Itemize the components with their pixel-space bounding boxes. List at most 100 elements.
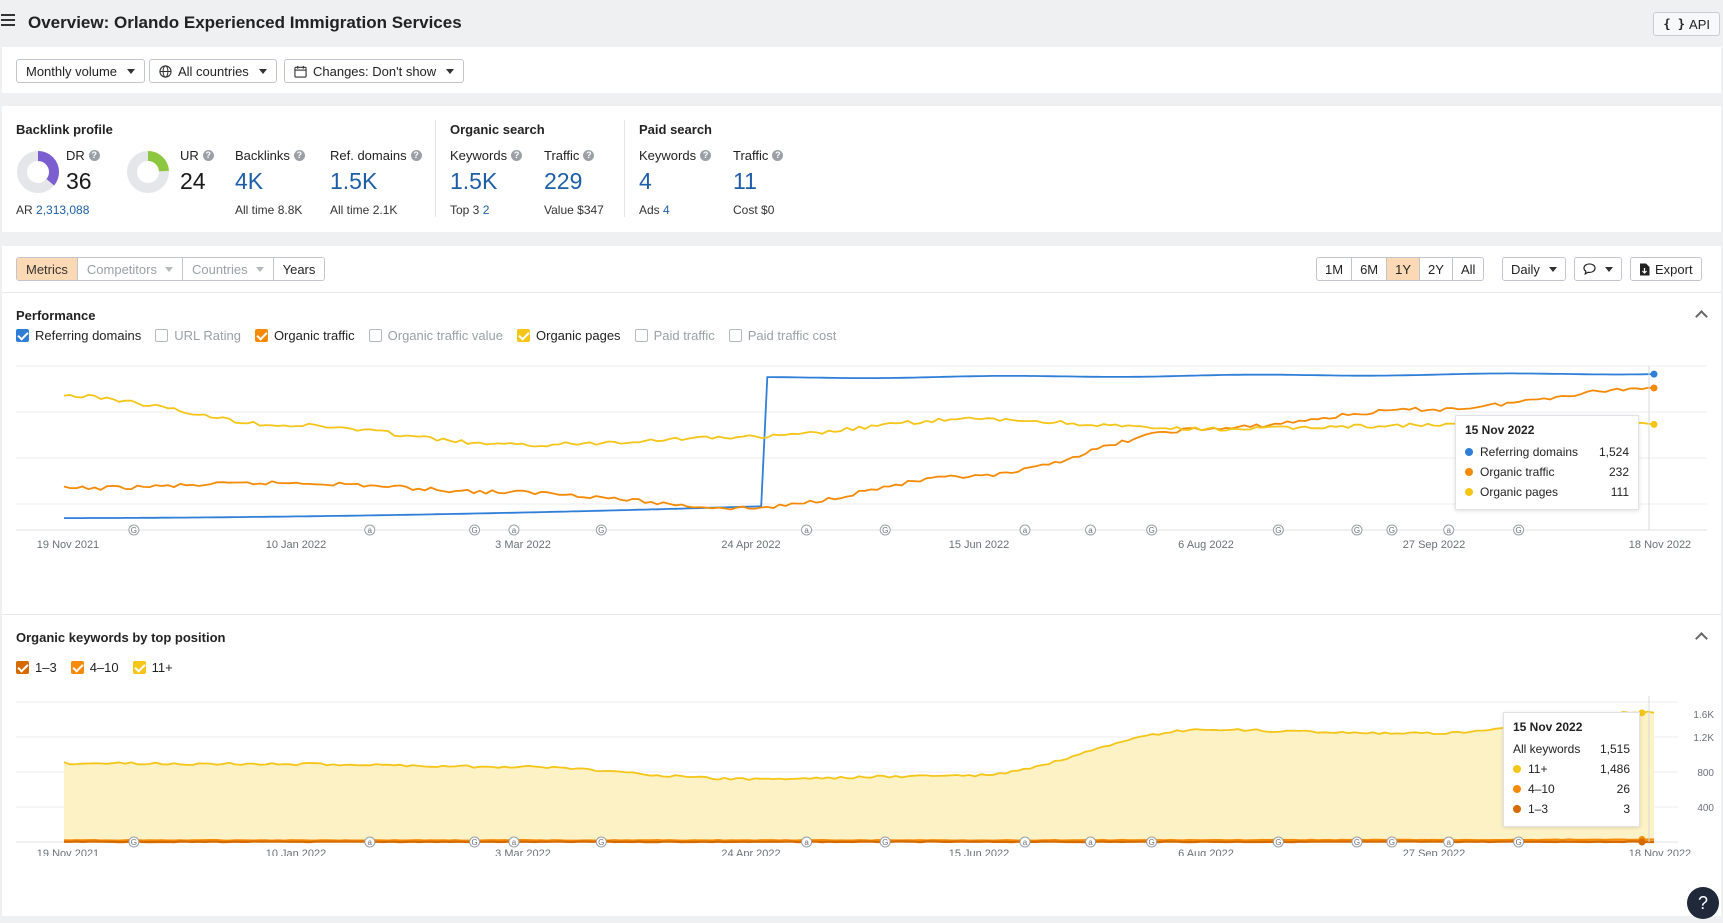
checkbox[interactable] (368, 329, 382, 342)
checkbox[interactable] (16, 661, 29, 674)
checkbox[interactable] (70, 661, 84, 674)
help-icon[interactable]: ? (772, 150, 784, 161)
divider (435, 120, 436, 217)
help-icon[interactable]: ? (511, 150, 523, 161)
event-marker (801, 524, 813, 536)
collapse-chevron-icon[interactable] (1695, 310, 1708, 323)
tab-metrics[interactable]: Metrics (17, 258, 78, 280)
event-marker-label: a (1088, 526, 1093, 535)
tooltip-date: 15 Nov 2022 (1513, 720, 1583, 734)
tab-countries[interactable]: Countries (182, 258, 274, 280)
event-marker-label: G (1354, 526, 1360, 535)
view-tabs: Metrics Competitors Countries Years (16, 257, 326, 281)
ar-value-link[interactable]: 2,313,088 (36, 203, 90, 217)
legend-label: URL Rating (174, 328, 241, 343)
help-button[interactable]: ? (1687, 887, 1719, 919)
range-1y[interactable]: 1Y (1387, 258, 1421, 280)
org-traffic-value[interactable]: 229 (544, 168, 583, 194)
tab-years[interactable]: Years (273, 258, 325, 280)
volume-dropdown[interactable]: Monthly volume (16, 59, 146, 83)
dr-label: DR (66, 148, 85, 163)
x-tick-label: 19 Nov 2021 (37, 539, 99, 551)
countries-label: All countries (178, 63, 249, 79)
checkbox[interactable] (634, 329, 648, 342)
countries-dropdown[interactable]: All countries (149, 59, 277, 83)
legend-referring-domains[interactable]: Referring domains (16, 328, 141, 343)
event-marker (469, 524, 481, 536)
event-marker (1019, 836, 1031, 848)
menu-icon[interactable] (1, 14, 15, 28)
range-all[interactable]: All (1460, 261, 1476, 277)
series-line (63, 393, 1655, 448)
help-icon[interactable]: ? (583, 150, 595, 161)
ref-domains-value[interactable]: 1.5K (330, 168, 378, 194)
changes-dropdown[interactable]: Changes: Don't show (284, 59, 465, 83)
checkbox[interactable] (132, 661, 146, 674)
x-tick-label: 6 Aug 2022 (1178, 848, 1234, 856)
series-dot (1513, 765, 1521, 773)
ads-value-link[interactable]: 4 (663, 203, 670, 217)
legend-pos-4-10[interactable]: 4–10 (70, 660, 119, 675)
checkbox[interactable] (254, 329, 268, 342)
event-marker (879, 836, 891, 848)
x-tick-label: 24 Apr 2022 (721, 539, 780, 551)
export-button[interactable]: Export (1630, 257, 1702, 281)
annotations-dropdown[interactable] (1574, 257, 1622, 281)
legend-organic-pages[interactable]: Organic pages (517, 328, 621, 343)
checkbox[interactable] (517, 329, 530, 342)
top3-label: Top 3 (450, 203, 480, 217)
event-marker-label: G (1389, 526, 1395, 535)
paid-traffic-value[interactable]: 11 (733, 168, 757, 194)
event-marker-label: a (804, 526, 809, 535)
series-end-point (1638, 838, 1646, 846)
ref-domains-sub-label: All time (330, 203, 370, 217)
tab-competitors[interactable]: Competitors (77, 258, 183, 280)
paid-keywords-label: Keywords (639, 148, 697, 163)
tooltip-row: All keywords 1,515 (1513, 739, 1630, 759)
volume-label: Monthly volume (26, 63, 118, 79)
help-icon[interactable]: ? (410, 150, 422, 161)
braces-icon: { } (1663, 17, 1686, 31)
legend-pos-1-3[interactable]: 1–3 (16, 660, 57, 675)
event-marker (1146, 524, 1158, 536)
range-2y[interactable]: 2Y (1420, 258, 1453, 280)
legend-paid-traffic[interactable]: Paid traffic (634, 328, 715, 343)
event-marker-label: a (368, 526, 373, 535)
api-label: API (1689, 16, 1710, 32)
x-tick-label: 18 Nov 2022 (1629, 539, 1691, 551)
event-marker (1085, 524, 1097, 536)
help-icon[interactable]: ? (293, 150, 305, 161)
checkbox[interactable] (16, 329, 29, 342)
top3-value-link[interactable]: 2 (482, 203, 490, 217)
legend-organic-traffic[interactable]: Organic traffic (254, 328, 355, 343)
checkbox[interactable] (728, 329, 742, 342)
legend-organic-traffic-value[interactable]: Organic traffic value (368, 328, 503, 343)
legend-paid-traffic-cost[interactable]: Paid traffic cost (728, 328, 836, 343)
interval-dropdown[interactable]: Daily (1502, 257, 1566, 281)
backlinks-label-wrap: Backlinks? (235, 148, 305, 163)
help-icon[interactable]: ? (88, 150, 100, 161)
api-button[interactable]: { } API (1653, 12, 1720, 36)
range-selector: 1M 6M 1Y 2Y All (1316, 257, 1485, 281)
dr-value: 36 (66, 168, 92, 194)
range-1m[interactable]: 1M (1317, 258, 1353, 280)
legend-url-rating[interactable]: URL Rating (155, 328, 241, 343)
help-icon[interactable]: ? (700, 150, 712, 161)
paid-keywords-value[interactable]: 4 (639, 168, 652, 194)
collapse-chevron-icon[interactable] (1695, 632, 1708, 645)
ref-domains-label: Ref. domains (330, 148, 407, 163)
org-keywords-value[interactable]: 1.5K (450, 168, 498, 194)
checkbox[interactable] (155, 329, 169, 342)
event-marker-label: G (471, 526, 477, 535)
help-icon[interactable]: ? (202, 150, 214, 161)
tab-label: Competitors (86, 261, 157, 277)
event-marker (1351, 836, 1363, 848)
legend-pos-11-plus[interactable]: 11+ (132, 660, 173, 675)
backlinks-value[interactable]: 4K (235, 168, 264, 194)
range-6m[interactable]: 6M (1352, 258, 1388, 280)
paid-traffic-sub: Cost $0 (733, 203, 774, 217)
legend-label: Paid traffic (653, 328, 715, 343)
filters-bar: Monthly volume All countries Changes: Do… (2, 47, 1721, 93)
